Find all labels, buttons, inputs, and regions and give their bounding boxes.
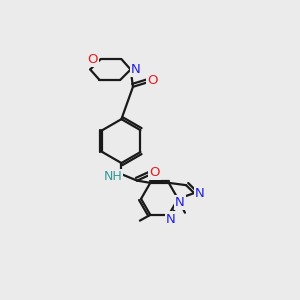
Text: N: N — [131, 63, 141, 76]
Text: N: N — [166, 212, 176, 226]
Text: O: O — [149, 166, 160, 179]
Text: N: N — [195, 187, 205, 200]
Text: NH: NH — [103, 170, 122, 183]
Text: N: N — [175, 196, 185, 209]
Text: O: O — [147, 74, 158, 87]
Text: O: O — [87, 53, 98, 66]
